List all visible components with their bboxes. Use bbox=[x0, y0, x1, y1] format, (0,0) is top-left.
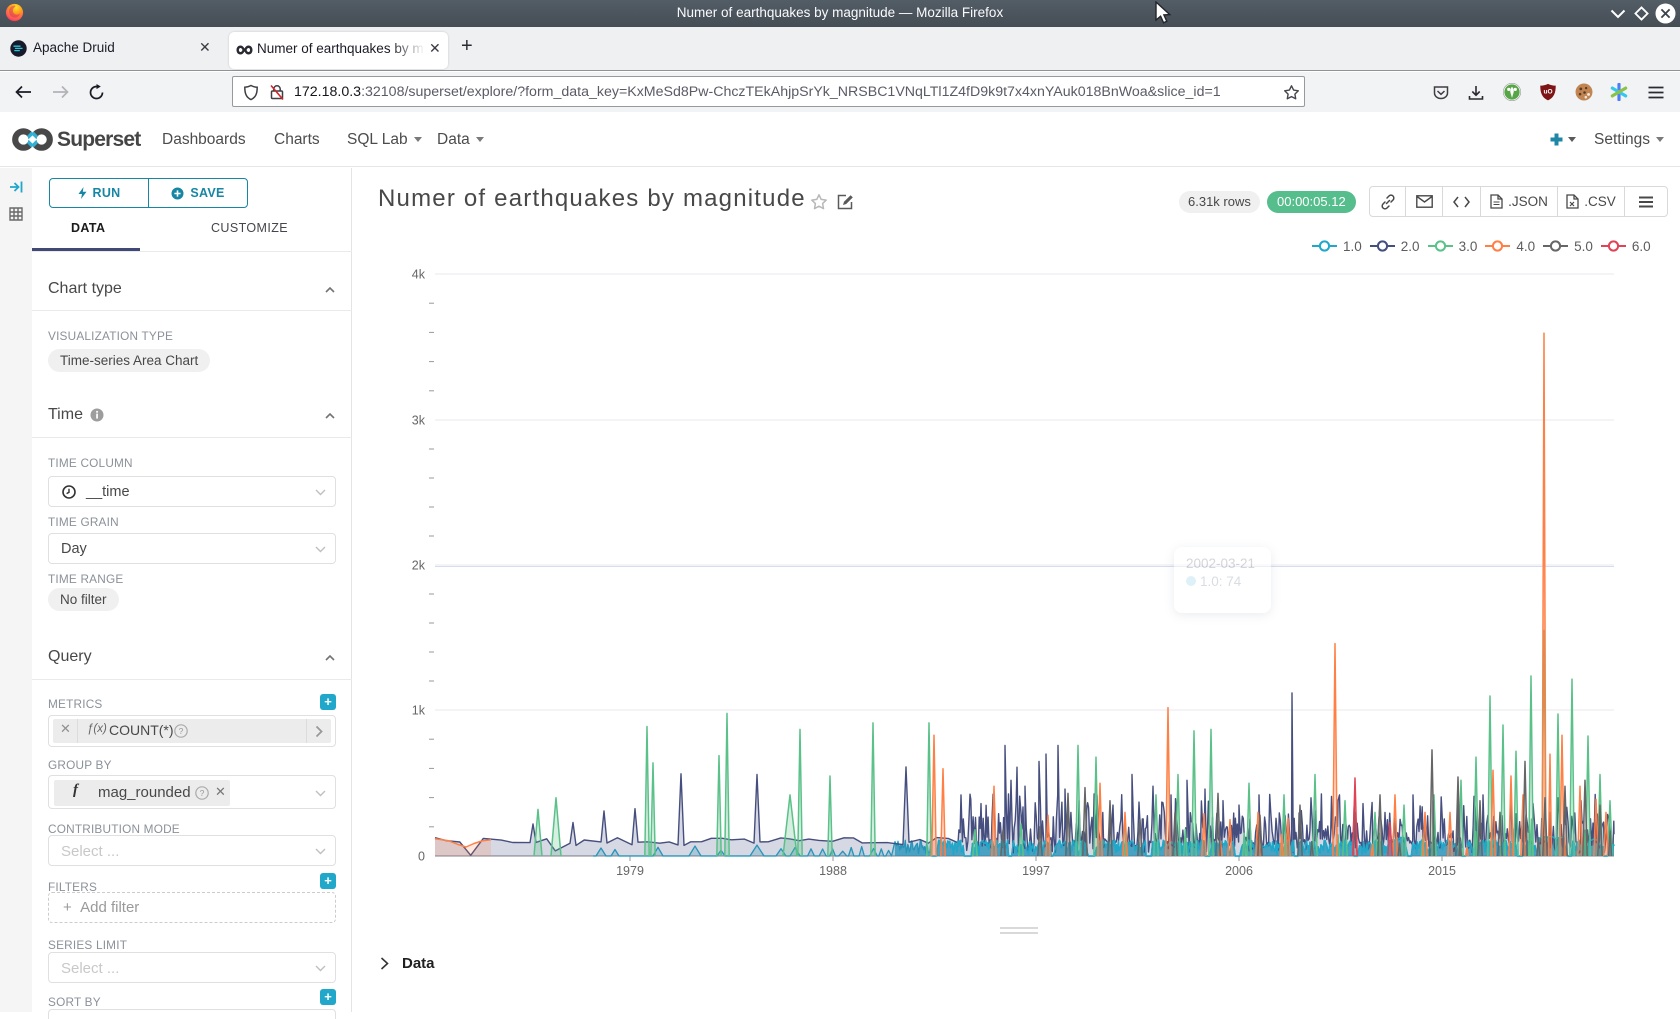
svg-text:2k: 2k bbox=[412, 559, 426, 573]
svg-text:2015: 2015 bbox=[1428, 864, 1456, 878]
svg-text:?: ? bbox=[179, 726, 184, 736]
svg-text:2006: 2006 bbox=[1225, 864, 1253, 878]
svg-text:1988: 1988 bbox=[819, 864, 847, 878]
svg-text:?: ? bbox=[200, 788, 205, 798]
svg-text:1997: 1997 bbox=[1022, 864, 1050, 878]
svg-text:4k: 4k bbox=[412, 268, 426, 282]
svg-text:uO: uO bbox=[1543, 88, 1552, 95]
svg-text:1979: 1979 bbox=[616, 864, 644, 878]
svg-text:3k: 3k bbox=[412, 414, 426, 428]
svg-text:0: 0 bbox=[418, 850, 425, 864]
svg-text:1k: 1k bbox=[412, 704, 426, 718]
